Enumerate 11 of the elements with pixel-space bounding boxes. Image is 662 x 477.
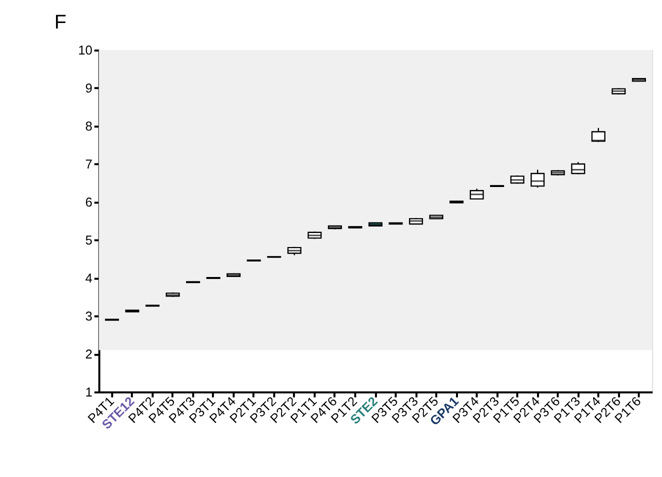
y-tick-label: 3	[85, 308, 92, 324]
y-tick-label: 6	[85, 194, 92, 210]
y-tick-label: 5	[85, 232, 92, 248]
y-tick-label: 4	[85, 270, 92, 286]
y-tick-label: 1	[85, 384, 92, 400]
y-tick-label: 7	[85, 156, 92, 172]
y-tick-label: 10	[78, 42, 92, 58]
chart-title: F	[54, 11, 66, 34]
y-tick-label: 9	[85, 80, 92, 96]
y-tick-label: 2	[85, 346, 92, 362]
y-tick-label: 8	[85, 118, 92, 134]
